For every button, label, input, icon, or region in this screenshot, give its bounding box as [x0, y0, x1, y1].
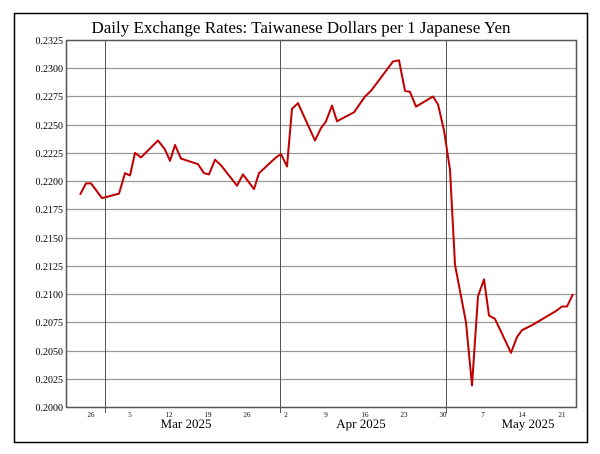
y-tick-label: 0.2225 [36, 149, 64, 160]
chart-title: Daily Exchange Rates: Taiwanese Dollars … [91, 18, 511, 37]
y-tick-label: 0.2175 [36, 205, 64, 216]
x-tick-label: 30 [440, 411, 448, 419]
x-tick-label: 26 [88, 411, 96, 419]
x-tick-label: 5 [128, 411, 132, 419]
x-tick-label: 12 [166, 411, 174, 419]
x-tick-label: 7 [481, 411, 485, 419]
y-tick-label: 0.2025 [36, 375, 64, 386]
y-tick-label: 0.2325 [36, 36, 64, 47]
y-tick-label: 0.2300 [36, 64, 64, 75]
y-tick-label: 0.2275 [36, 92, 64, 103]
y-tick-label: 0.2250 [36, 121, 64, 132]
x-tick-label: 2 [284, 411, 288, 419]
month-labels: Mar 2025 Apr 2025 May 2025 [161, 416, 555, 431]
x-tick-label: 19 [205, 411, 213, 419]
gridlines [66, 67, 576, 381]
y-tick-label: 0.2075 [36, 318, 64, 329]
month-dividers [105, 40, 447, 413]
exchange-rate-line [79, 59, 574, 387]
month-label: May 2025 [501, 416, 554, 431]
y-axis-ticks: 0.2325 0.2300 0.2275 0.2250 0.2225 0.2200 0.21… [36, 36, 64, 414]
y-tick-label: 0.2000 [36, 403, 64, 414]
y-tick-label: 0.2100 [36, 290, 64, 301]
month-label: Mar 2025 [161, 416, 212, 431]
x-tick-label: 14 [519, 411, 527, 419]
x-tick-label: 16 [362, 411, 370, 419]
x-tick-label: 23 [401, 411, 409, 419]
plot-area-frame [65, 39, 578, 409]
x-tick-label: 21 [559, 411, 567, 419]
y-tick-label: 0.2050 [36, 347, 64, 358]
month-label: Apr 2025 [336, 416, 385, 431]
x-tick-label: 26 [244, 411, 252, 419]
y-tick-label: 0.2200 [36, 177, 64, 188]
x-tick-label: 9 [324, 411, 328, 419]
x-axis-ticks: 26 5 12 19 26 2 9 16 23 30 7 14 21 [88, 411, 567, 419]
outer-frame [13, 12, 589, 444]
y-tick-label: 0.2125 [36, 262, 64, 273]
y-tick-label: 0.2150 [36, 234, 64, 245]
